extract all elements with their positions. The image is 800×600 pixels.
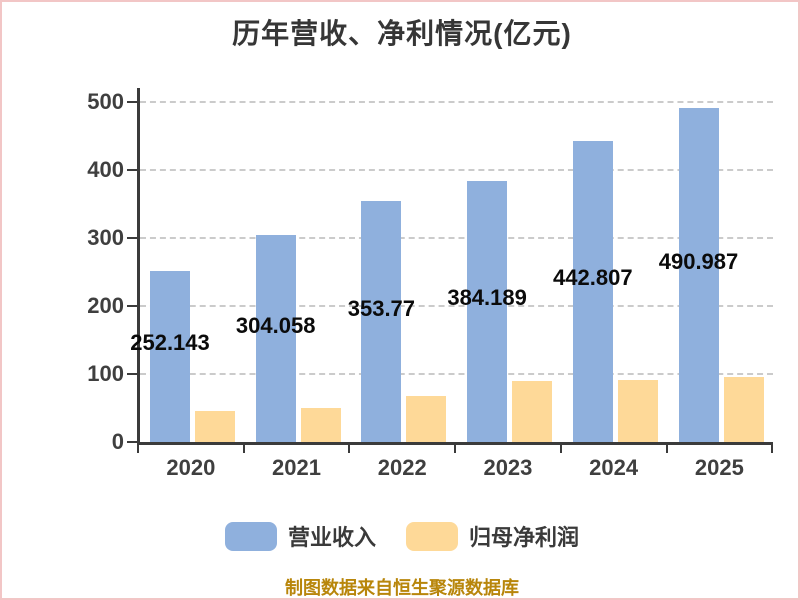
y-axis-tick-0 — [127, 441, 138, 443]
revenue-value-label-2024: 442.807 — [553, 265, 633, 291]
revenue-value-label-2022: 353.77 — [347, 295, 416, 321]
revenue-bar-2021[interactable] — [255, 235, 296, 442]
net-profit-bar-2022[interactable] — [406, 395, 447, 442]
y-axis-line — [137, 88, 140, 445]
x-axis-tick-5 — [665, 442, 668, 453]
net-profit-bar-2021[interactable] — [300, 408, 341, 442]
y-axis-label-200: 200 — [87, 293, 124, 318]
x-axis-label-2024: 2024 — [589, 455, 639, 480]
x-axis-label-2022: 2022 — [377, 455, 427, 480]
net-profit-bar-2023[interactable] — [512, 380, 553, 442]
y-axis-label-100: 100 — [87, 361, 124, 386]
x-axis-tick-1 — [242, 442, 245, 453]
data-source-note: 制图数据来自恒生聚源数据库 — [285, 578, 519, 598]
gridline-200 — [140, 305, 773, 307]
y-axis-label-300: 300 — [87, 225, 124, 250]
legend-swatch-revenue — [224, 521, 277, 551]
revenue-bar-2022[interactable] — [361, 201, 402, 442]
legend-item-revenue[interactable]: 营业收入 — [224, 520, 376, 552]
y-axis-label-500: 500 — [87, 89, 124, 114]
gridline-100 — [140, 373, 773, 375]
revenue-bar-2020[interactable] — [150, 270, 190, 442]
revenue-value-label-2023: 384.189 — [447, 285, 527, 311]
gridline-500 — [140, 101, 773, 103]
net-profit-bar-2025[interactable] — [723, 377, 764, 442]
legend-swatch-net-profit — [406, 521, 458, 551]
revenue-value-label-2021: 304.058 — [235, 312, 316, 338]
x-axis-label-2020: 2020 — [166, 455, 216, 480]
legend-item-net-profit[interactable]: 归母净利润 — [406, 520, 579, 552]
y-axis-tick-500 — [127, 101, 138, 103]
y-axis-tick-200 — [127, 305, 138, 307]
net-profit-bar-2020[interactable] — [195, 411, 235, 442]
chart-title: 历年营收、净利情况(亿元) — [232, 18, 572, 49]
x-axis-tick-0 — [137, 442, 139, 453]
y-axis-tick-300 — [127, 237, 138, 239]
x-axis-tick-3 — [454, 442, 457, 453]
x-axis-tick-4 — [559, 442, 562, 453]
y-axis-tick-100 — [127, 373, 138, 375]
y-axis-label-0: 0 — [111, 429, 124, 454]
net-profit-bar-2024[interactable] — [617, 380, 658, 442]
gridline-400 — [140, 169, 773, 171]
revenue-bar-2023[interactable] — [467, 180, 508, 442]
x-axis-tick-2 — [348, 442, 351, 453]
chart-legend: 营业收入 归母净利润 — [2, 520, 798, 552]
x-axis-label-2025: 2025 — [694, 455, 744, 480]
revenue-value-label-2025: 490.987 — [658, 249, 739, 275]
revenue-value-label-2020: 252.143 — [130, 330, 210, 356]
gridline-300 — [140, 237, 773, 239]
x-axis-tick-6 — [771, 442, 774, 453]
y-axis-label-400: 400 — [87, 157, 124, 182]
y-axis-tick-400 — [127, 169, 138, 171]
revenue-bar-2025[interactable] — [678, 108, 719, 442]
legend-label: 营业收入 — [287, 525, 376, 550]
x-axis-label-2021: 2021 — [272, 455, 321, 480]
revenue-bar-2024[interactable] — [572, 140, 613, 442]
x-axis-label-2023: 2023 — [483, 455, 533, 480]
legend-label: 归母净利润 — [469, 525, 580, 550]
